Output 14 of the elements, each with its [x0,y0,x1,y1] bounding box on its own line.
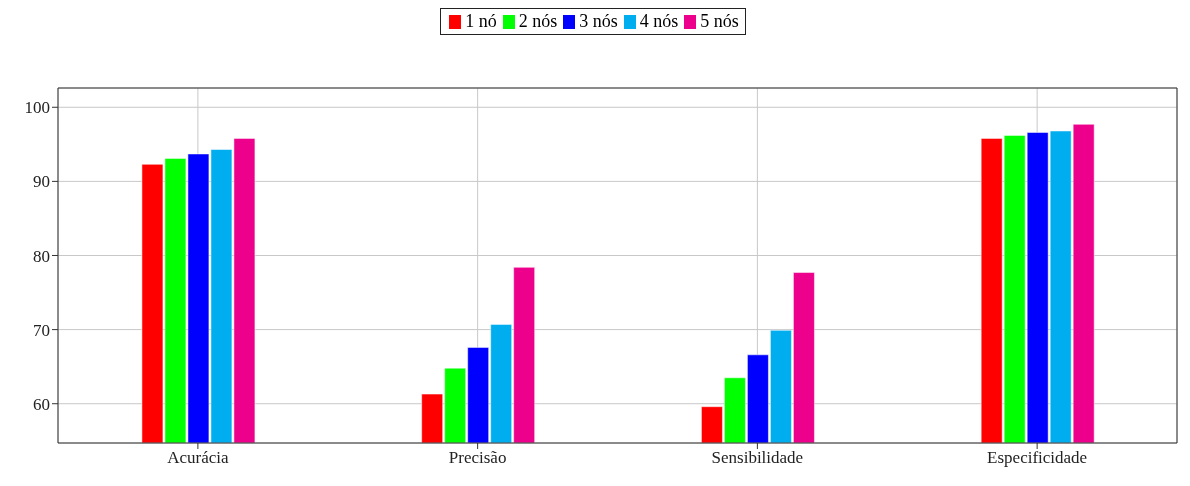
y-tick-label: 100 [24,98,50,118]
x-tick-label: Acurácia [167,448,229,468]
x-tick-label: Especificidade [987,448,1088,468]
y-tick-label: 90 [33,172,50,192]
y-tick-label: 70 [33,320,50,340]
legend-label: 5 nós [700,11,739,32]
legend-label: 3 nós [579,11,618,32]
legend-label: 4 nós [639,11,679,32]
legend-label: 1 nó [465,11,497,32]
x-tick-label: Precisão [448,448,507,468]
x-tick-label: Sensibilidade [711,448,804,468]
legend-label: 2 nós [518,11,558,32]
y-tick-label: 80 [33,246,50,266]
y-tick-label: 60 [33,394,50,414]
